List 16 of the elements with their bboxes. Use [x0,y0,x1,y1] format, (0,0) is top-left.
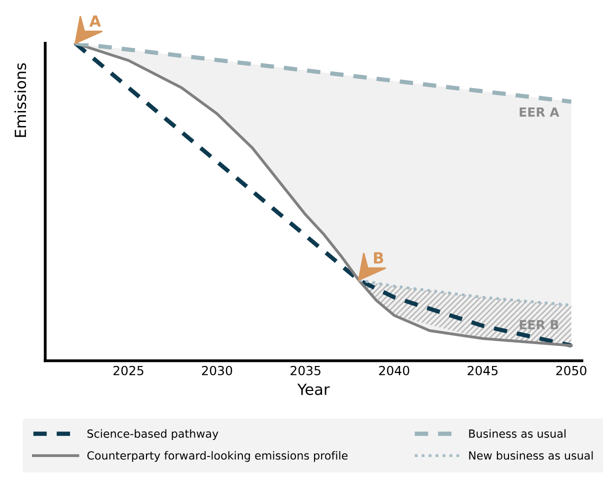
annotation: A [89,15,101,27]
legend-label: Science-based pathway [87,429,218,440]
legend-label: Business as usual [469,429,566,438]
legend-label: Counterparty forward-looking emissions profile [87,451,348,462]
annotation: EER A [520,107,560,117]
y-axis-title: Emissions [14,63,26,137]
x-tick-label: 2025 [113,366,144,376]
annotation: EER B [520,320,558,330]
x-tick-label: 2045 [468,366,498,376]
x-tick-label: 2035 [290,366,320,376]
legend-label: New business as usual [469,451,593,460]
annotation: B [374,252,384,264]
x-tick-label: 2040 [379,366,410,376]
x-axis-title: Year [297,384,330,396]
x-tick-label: 2030 [202,366,232,376]
x-tick-label: 2050 [556,366,586,376]
